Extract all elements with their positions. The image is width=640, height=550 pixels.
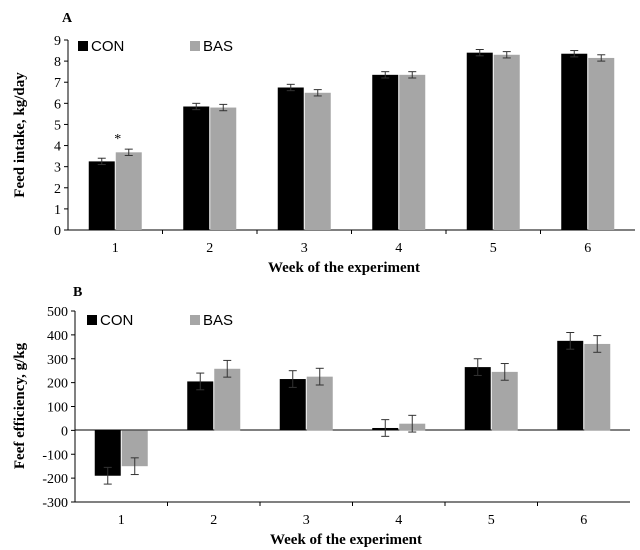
panel-b-ticks: -300 -200 -100 0 100 200 300 400 500 1 2 3 4 5 6 xyxy=(42,305,587,528)
x-tick-label: 1 xyxy=(118,513,125,528)
x-tick-label: 4 xyxy=(395,241,402,256)
y-tick-label: 5 xyxy=(54,118,61,133)
y-tick-label: -200 xyxy=(42,472,68,487)
bar-con-week-5 xyxy=(464,367,491,431)
x-tick-label: 3 xyxy=(301,241,308,256)
bar-bas-week-2 xyxy=(210,107,237,230)
y-tick-label: 2 xyxy=(54,182,61,197)
bar-con-week-5 xyxy=(466,52,493,230)
bar-bas-week-5 xyxy=(491,371,518,431)
bar-bas-week-2 xyxy=(214,368,241,431)
x-tick-label: 6 xyxy=(580,513,587,528)
x-tick-label: 4 xyxy=(395,513,402,528)
legend-label-bas: BAS xyxy=(203,312,233,329)
panel-b-letter: B xyxy=(73,285,82,300)
panel-a: A 0 1 2 3 4 5 6 7 8 9 1 2 3 4 5 6 * CON BAS Feed intake… xyxy=(12,11,635,276)
bar-con-week-3 xyxy=(277,87,304,230)
y-tick-label: 200 xyxy=(47,377,68,392)
x-tick-label: 2 xyxy=(210,513,217,528)
y-tick-label: 1 xyxy=(54,203,61,218)
y-tick-label: 500 xyxy=(47,305,68,320)
y-tick-label: -300 xyxy=(42,496,68,511)
bar-bas-week-3 xyxy=(304,92,331,231)
panel-a-bars: * xyxy=(88,49,615,231)
bar-bas-week-4 xyxy=(399,74,426,230)
significance-marker: * xyxy=(114,132,121,147)
panel-a-y-axis-title: Feed intake, kg/day xyxy=(12,72,28,198)
panel-b-bars xyxy=(94,331,611,485)
panel-a-letter: A xyxy=(62,11,73,26)
y-tick-label: 6 xyxy=(54,97,61,112)
bar-bas-week-6 xyxy=(584,343,611,431)
y-tick-label: -100 xyxy=(42,448,68,463)
legend-label-bas: BAS xyxy=(203,38,233,55)
y-tick-label: 4 xyxy=(54,140,61,155)
bar-con-week-2 xyxy=(183,106,210,230)
panel-b-x-axis-title: Week of the experiment xyxy=(270,532,422,548)
panel-a-ticks: 0 1 2 3 4 5 6 7 8 9 1 2 3 4 5 6 xyxy=(54,34,591,256)
bar-bas-week-1 xyxy=(115,152,142,230)
y-tick-label: 300 xyxy=(47,353,68,368)
bar-bas-week-6 xyxy=(588,57,615,230)
bar-con-week-6 xyxy=(557,340,584,431)
panel-b-y-axis-title: Feef efficiency, g/kg xyxy=(12,342,28,469)
legend-label-con: CON xyxy=(91,38,124,55)
bar-con-week-4 xyxy=(372,74,399,230)
y-tick-label: 3 xyxy=(54,161,61,176)
panel-b-legend: CON BAS xyxy=(87,312,233,329)
bar-con-week-6 xyxy=(561,53,588,230)
x-tick-label: 1 xyxy=(112,241,119,256)
x-tick-label: 5 xyxy=(488,513,495,528)
x-tick-label: 5 xyxy=(490,241,497,256)
legend-swatch-bas xyxy=(190,315,200,325)
x-tick-label: 6 xyxy=(584,241,591,256)
y-tick-label: 400 xyxy=(47,329,68,344)
x-tick-label: 3 xyxy=(303,513,310,528)
y-tick-label: 7 xyxy=(54,76,61,91)
legend-label-con: CON xyxy=(100,312,133,329)
legend-swatch-con xyxy=(87,315,97,325)
x-tick-label: 2 xyxy=(206,241,213,256)
y-tick-label: 8 xyxy=(54,55,61,70)
y-tick-label: 0 xyxy=(61,424,68,439)
panel-a-legend: CON BAS xyxy=(78,38,233,55)
bar-bas-week-3 xyxy=(306,376,333,431)
panel-b: B -300 -200 -100 0 100 200 300 400 500 1 2 3 4 5 6 CON… xyxy=(12,285,630,548)
y-tick-label: 9 xyxy=(54,34,61,49)
legend-swatch-bas xyxy=(190,41,200,51)
bar-bas-week-5 xyxy=(493,54,520,231)
y-tick-label: 0 xyxy=(54,224,61,239)
legend-swatch-con xyxy=(78,41,88,51)
panel-a-x-axis-title: Week of the experiment xyxy=(268,260,420,276)
bar-con-week-1 xyxy=(88,161,115,230)
y-tick-label: 100 xyxy=(47,401,68,416)
